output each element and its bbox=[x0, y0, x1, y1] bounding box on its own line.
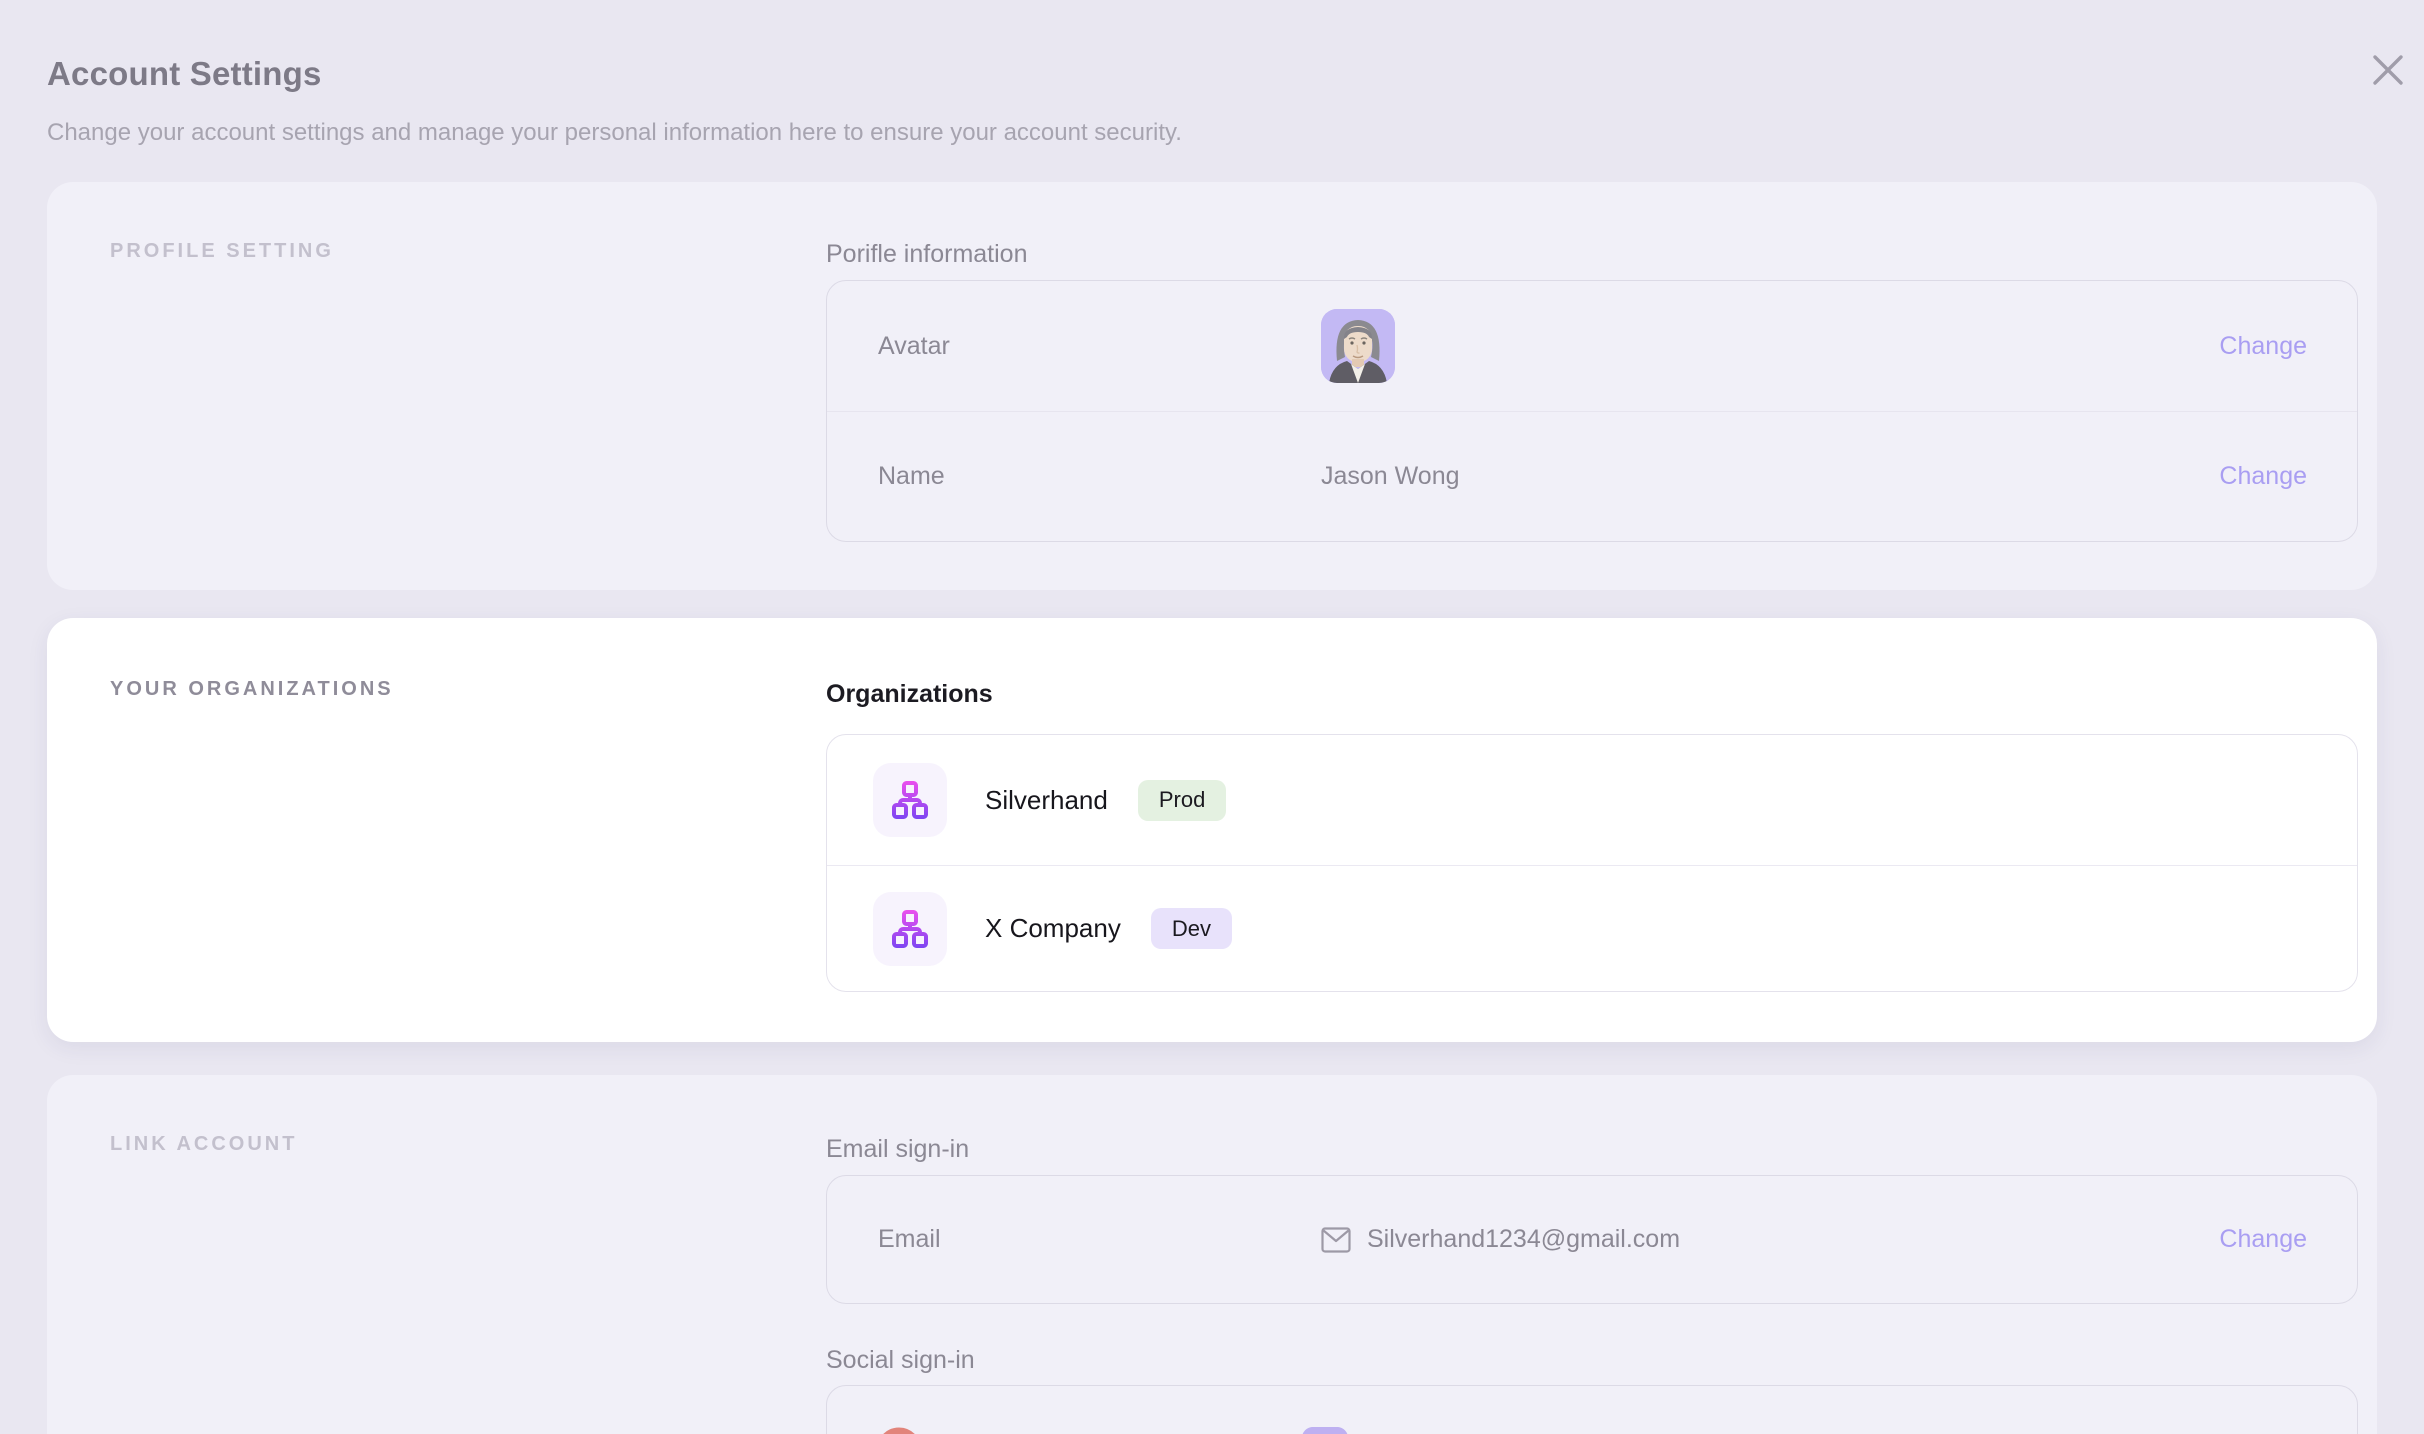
avatar-row: Avatar bbox=[827, 281, 2357, 411]
change-avatar-button[interactable]: Change bbox=[2219, 331, 2307, 360]
close-icon bbox=[2373, 55, 2403, 85]
section-label-link-account: LINK ACCOUNT bbox=[110, 1133, 298, 1155]
profile-information-heading: Porifle information bbox=[826, 240, 1028, 268]
change-name-button[interactable]: Change bbox=[2219, 462, 2307, 490]
email-address: Silverhand1234@gmail.com bbox=[1367, 1225, 1681, 1253]
organization-row-x-company[interactable]: X Company Dev bbox=[827, 865, 2357, 991]
link-account-content: Email sign-in Email Silverhand1234@gmail… bbox=[826, 1075, 2358, 1434]
organizations-card: Silverhand Prod bbox=[826, 734, 2358, 992]
email-card: Email Silverhand1234@gmail.com Change bbox=[826, 1175, 2358, 1304]
organizations-content: Organizations bbox=[826, 618, 2358, 1042]
social-card: Silver0123 bbox=[826, 1385, 2358, 1434]
section-label-your-organizations: YOUR ORGANIZATIONS bbox=[110, 678, 394, 700]
social-account-avatar bbox=[1302, 1426, 1348, 1434]
environment-badge-prod: Prod bbox=[1137, 779, 1227, 821]
google-icon bbox=[876, 1427, 922, 1434]
user-avatar bbox=[1321, 309, 1395, 383]
email-row-value: Silverhand1234@gmail.com bbox=[1321, 1225, 1680, 1254]
organization-row-silverhand[interactable]: Silverhand Prod bbox=[827, 735, 2357, 865]
name-row: Name Jason Wong Change bbox=[827, 411, 2357, 541]
section-link-account: LINK ACCOUNT Email sign-in Email Silverh… bbox=[47, 1075, 2377, 1434]
email-sign-in-heading: Email sign-in bbox=[826, 1135, 970, 1163]
change-email-button[interactable]: Change bbox=[2219, 1225, 2307, 1253]
close-button[interactable] bbox=[2364, 46, 2412, 94]
name-row-value: Jason Wong bbox=[1321, 462, 1460, 490]
environment-badge-dev: Dev bbox=[1150, 908, 1232, 949]
social-row-google: Silver0123 bbox=[827, 1386, 2357, 1434]
name-row-label: Name bbox=[878, 462, 945, 490]
org-icon-box bbox=[873, 891, 947, 966]
org-chart-icon bbox=[892, 781, 928, 819]
avatar-row-label: Avatar bbox=[878, 331, 950, 360]
email-row: Email Silverhand1234@gmail.com Change bbox=[827, 1176, 2357, 1303]
profile-content: Porifle information Avatar bbox=[826, 182, 2358, 590]
page-header: Account Settings Change your account set… bbox=[0, 0, 2424, 147]
org-icon-box bbox=[873, 763, 947, 837]
profile-card: Avatar bbox=[826, 280, 2358, 542]
section-label-profile-setting: PROFILE SETTING bbox=[110, 240, 334, 262]
org-chart-icon bbox=[892, 909, 928, 948]
page-subtitle: Change your account settings and manage … bbox=[47, 119, 1182, 146]
avatar-row-value bbox=[1321, 309, 1395, 383]
organization-name: Silverhand bbox=[985, 784, 1108, 815]
section-your-organizations: YOUR ORGANIZATIONS Organizations bbox=[47, 618, 2377, 1042]
mail-icon bbox=[1321, 1226, 1351, 1253]
organization-name: X Company bbox=[985, 913, 1121, 943]
organizations-heading: Organizations bbox=[826, 680, 993, 708]
social-sign-in-heading: Social sign-in bbox=[826, 1346, 975, 1374]
page-title: Account Settings bbox=[47, 55, 322, 92]
section-profile-setting: PROFILE SETTING Porifle information Avat… bbox=[47, 182, 2377, 590]
email-row-label: Email bbox=[878, 1225, 941, 1253]
